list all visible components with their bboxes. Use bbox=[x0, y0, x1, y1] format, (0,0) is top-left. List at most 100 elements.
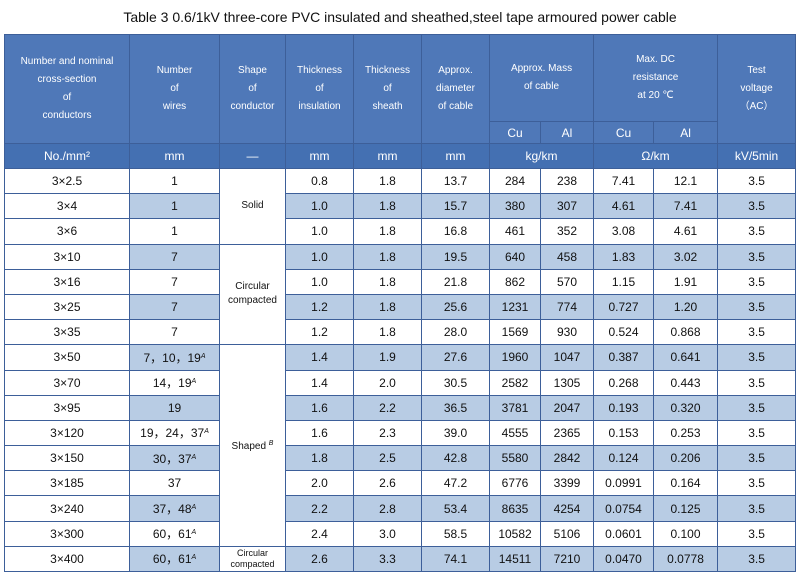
cell-size: 3×35 bbox=[4, 319, 130, 346]
cell-res-cu: 0.0470 bbox=[593, 545, 655, 573]
table-row: 3×70 14，19A 1.4 2.0 30.5 2582 1305 0.268 0.443 3.… bbox=[4, 369, 797, 396]
wires-value: 1 bbox=[171, 199, 178, 214]
cell-wires: 1 bbox=[129, 193, 220, 220]
table-row: 3×95 19 1.6 2.2 36.5 3781 2047 0.193 0.320 3.5 bbox=[4, 394, 797, 421]
cell-insulation: 1.2 bbox=[285, 319, 354, 346]
wires-value: 14，19 bbox=[152, 376, 192, 391]
shape-shaped: Shaped B bbox=[219, 344, 286, 547]
wires-note: A bbox=[191, 378, 197, 386]
cell-mass-al: 352 bbox=[539, 218, 595, 245]
table-row: 3×25 7 1.2 1.8 25.6 1231 774 0.727 1.20 3.5 bbox=[4, 293, 797, 321]
cell-res-cu: 0.0601 bbox=[593, 520, 655, 547]
cell-mass-al: 4254 bbox=[539, 495, 595, 522]
cell-sheath: 1.8 bbox=[353, 268, 422, 295]
shape-label-line: compacted bbox=[228, 295, 277, 307]
cell-sheath: 2.0 bbox=[353, 369, 422, 396]
cell-mass-al: 1047 bbox=[539, 344, 595, 371]
header-res-al: Al bbox=[653, 121, 719, 144]
cell-insulation: 1.6 bbox=[285, 394, 354, 421]
cell-insulation: 2.4 bbox=[285, 520, 354, 547]
cell-wires: 37，48A bbox=[129, 495, 220, 522]
header-mass: Approx. Mass of cable bbox=[488, 34, 595, 122]
wires-value: 7 bbox=[171, 300, 178, 315]
wires-value: 7，10，19 bbox=[143, 350, 201, 365]
cell-sheath: 1.8 bbox=[353, 218, 422, 245]
unit-shape: — bbox=[219, 143, 286, 169]
cell-wires: 7 bbox=[129, 293, 220, 321]
shape-circular-compacted: Circular compacted bbox=[219, 243, 286, 346]
wires-value: 7 bbox=[171, 325, 178, 340]
table-row: 3×185 37 2.0 2.6 47.2 6776 3399 0.0991 0.164 3.5 bbox=[4, 470, 797, 497]
cell-sheath: 1.8 bbox=[353, 319, 422, 346]
cell-voltage: 3.5 bbox=[717, 167, 797, 195]
cell-diameter: 42.8 bbox=[421, 445, 490, 472]
cell-sheath: 1.9 bbox=[353, 344, 422, 371]
cell-res-al: 3.02 bbox=[653, 243, 719, 270]
cell-diameter: 58.5 bbox=[421, 520, 490, 547]
header-resistance: Max. DC resistance at 20 ℃ bbox=[593, 34, 719, 122]
cell-res-al: 0.443 bbox=[653, 369, 719, 396]
cell-wires: 7，10，19A bbox=[129, 344, 220, 371]
table-row: 3×150 30，37A 1.8 2.5 42.8 5580 2842 0.124 0.206 3… bbox=[4, 445, 797, 472]
table-row: 3×120 19，24，37A 1.6 2.3 39.0 4555 2365 0.153 0.2… bbox=[4, 419, 797, 447]
cell-voltage: 3.5 bbox=[717, 495, 797, 522]
cell-mass-al: 2365 bbox=[539, 419, 595, 447]
cell-voltage: 3.5 bbox=[717, 293, 797, 321]
cell-mass-al: 458 bbox=[539, 243, 595, 270]
cell-res-cu: 0.0754 bbox=[593, 495, 655, 522]
cell-diameter: 15.7 bbox=[421, 193, 490, 220]
wires-value: 1 bbox=[171, 224, 178, 239]
cell-res-al: 0.868 bbox=[653, 319, 719, 346]
table-row: 3×4 1 1.0 1.8 15.7 380 307 4.61 7.41 3.5 bbox=[4, 193, 797, 220]
cell-size: 3×95 bbox=[4, 394, 130, 421]
cell-mass-cu: 1569 bbox=[489, 319, 541, 346]
cell-mass-al: 5106 bbox=[539, 520, 595, 547]
cell-wires: 19 bbox=[129, 394, 220, 421]
cell-res-al: 0.320 bbox=[653, 394, 719, 421]
cell-insulation: 0.8 bbox=[285, 167, 354, 195]
cell-res-cu: 0.387 bbox=[593, 344, 655, 371]
cell-res-al: 12.1 bbox=[653, 167, 719, 195]
cell-res-al: 0.641 bbox=[653, 344, 719, 371]
table-row: 3×300 60，61A 2.4 3.0 58.5 10582 5106 0.0601 0.10… bbox=[4, 520, 797, 547]
unit-sheath: mm bbox=[353, 143, 422, 169]
cell-mass-cu: 10582 bbox=[489, 520, 541, 547]
shape-solid: Solid bbox=[219, 168, 286, 245]
cell-wires: 1 bbox=[129, 218, 220, 245]
cell-mass-cu: 4555 bbox=[489, 419, 541, 447]
cell-res-al: 0.253 bbox=[653, 419, 719, 447]
cell-wires: 7 bbox=[129, 243, 220, 270]
cell-mass-al: 774 bbox=[539, 293, 595, 321]
wires-value: 60，61 bbox=[152, 527, 192, 542]
wires-value: 37，48 bbox=[152, 502, 192, 517]
cell-insulation: 2.2 bbox=[285, 495, 354, 522]
wires-value: 1 bbox=[171, 174, 178, 189]
cell-voltage: 3.5 bbox=[717, 445, 797, 472]
cell-sheath: 1.8 bbox=[353, 293, 422, 321]
cell-diameter: 30.5 bbox=[421, 369, 490, 396]
cell-sheath: 1.8 bbox=[353, 193, 422, 220]
cell-voltage: 3.5 bbox=[717, 545, 797, 573]
unit-diameter: mm bbox=[421, 143, 490, 169]
cell-res-al: 0.164 bbox=[653, 470, 719, 497]
cell-diameter: 25.6 bbox=[421, 293, 490, 321]
table-row: 3×35 7 1.2 1.8 28.0 1569 930 0.524 0.868 3.5 bbox=[4, 319, 797, 346]
cell-wires: 30，37A bbox=[129, 445, 220, 472]
cell-sheath: 1.8 bbox=[353, 167, 422, 195]
wires-value: 60，61 bbox=[152, 552, 192, 567]
cell-wires: 7 bbox=[129, 319, 220, 346]
header-shape: Shape of conductor bbox=[219, 34, 286, 144]
cell-insulation: 1.2 bbox=[285, 293, 354, 321]
cell-mass-cu: 6776 bbox=[489, 470, 541, 497]
header-cross-section: Number and nominal cross-section of conduct… bbox=[4, 34, 130, 144]
cell-size: 3×16 bbox=[4, 268, 130, 295]
shape-label-line: compacted bbox=[230, 558, 275, 569]
table-body: 3×2.5 1 Solid 0.8 1.8 13.7 284 238 7.41 12.1 3.5 3×… bbox=[4, 167, 797, 573]
cell-voltage: 3.5 bbox=[717, 193, 797, 220]
cell-size: 3×50 bbox=[4, 344, 130, 371]
cell-mass-cu: 380 bbox=[489, 193, 541, 220]
cell-mass-al: 1305 bbox=[539, 369, 595, 396]
cell-res-cu: 0.524 bbox=[593, 319, 655, 346]
cell-wires: 60，61A bbox=[129, 520, 220, 547]
table-row: 3×16 7 1.0 1.8 21.8 862 570 1.15 1.91 3.5 bbox=[4, 268, 797, 295]
